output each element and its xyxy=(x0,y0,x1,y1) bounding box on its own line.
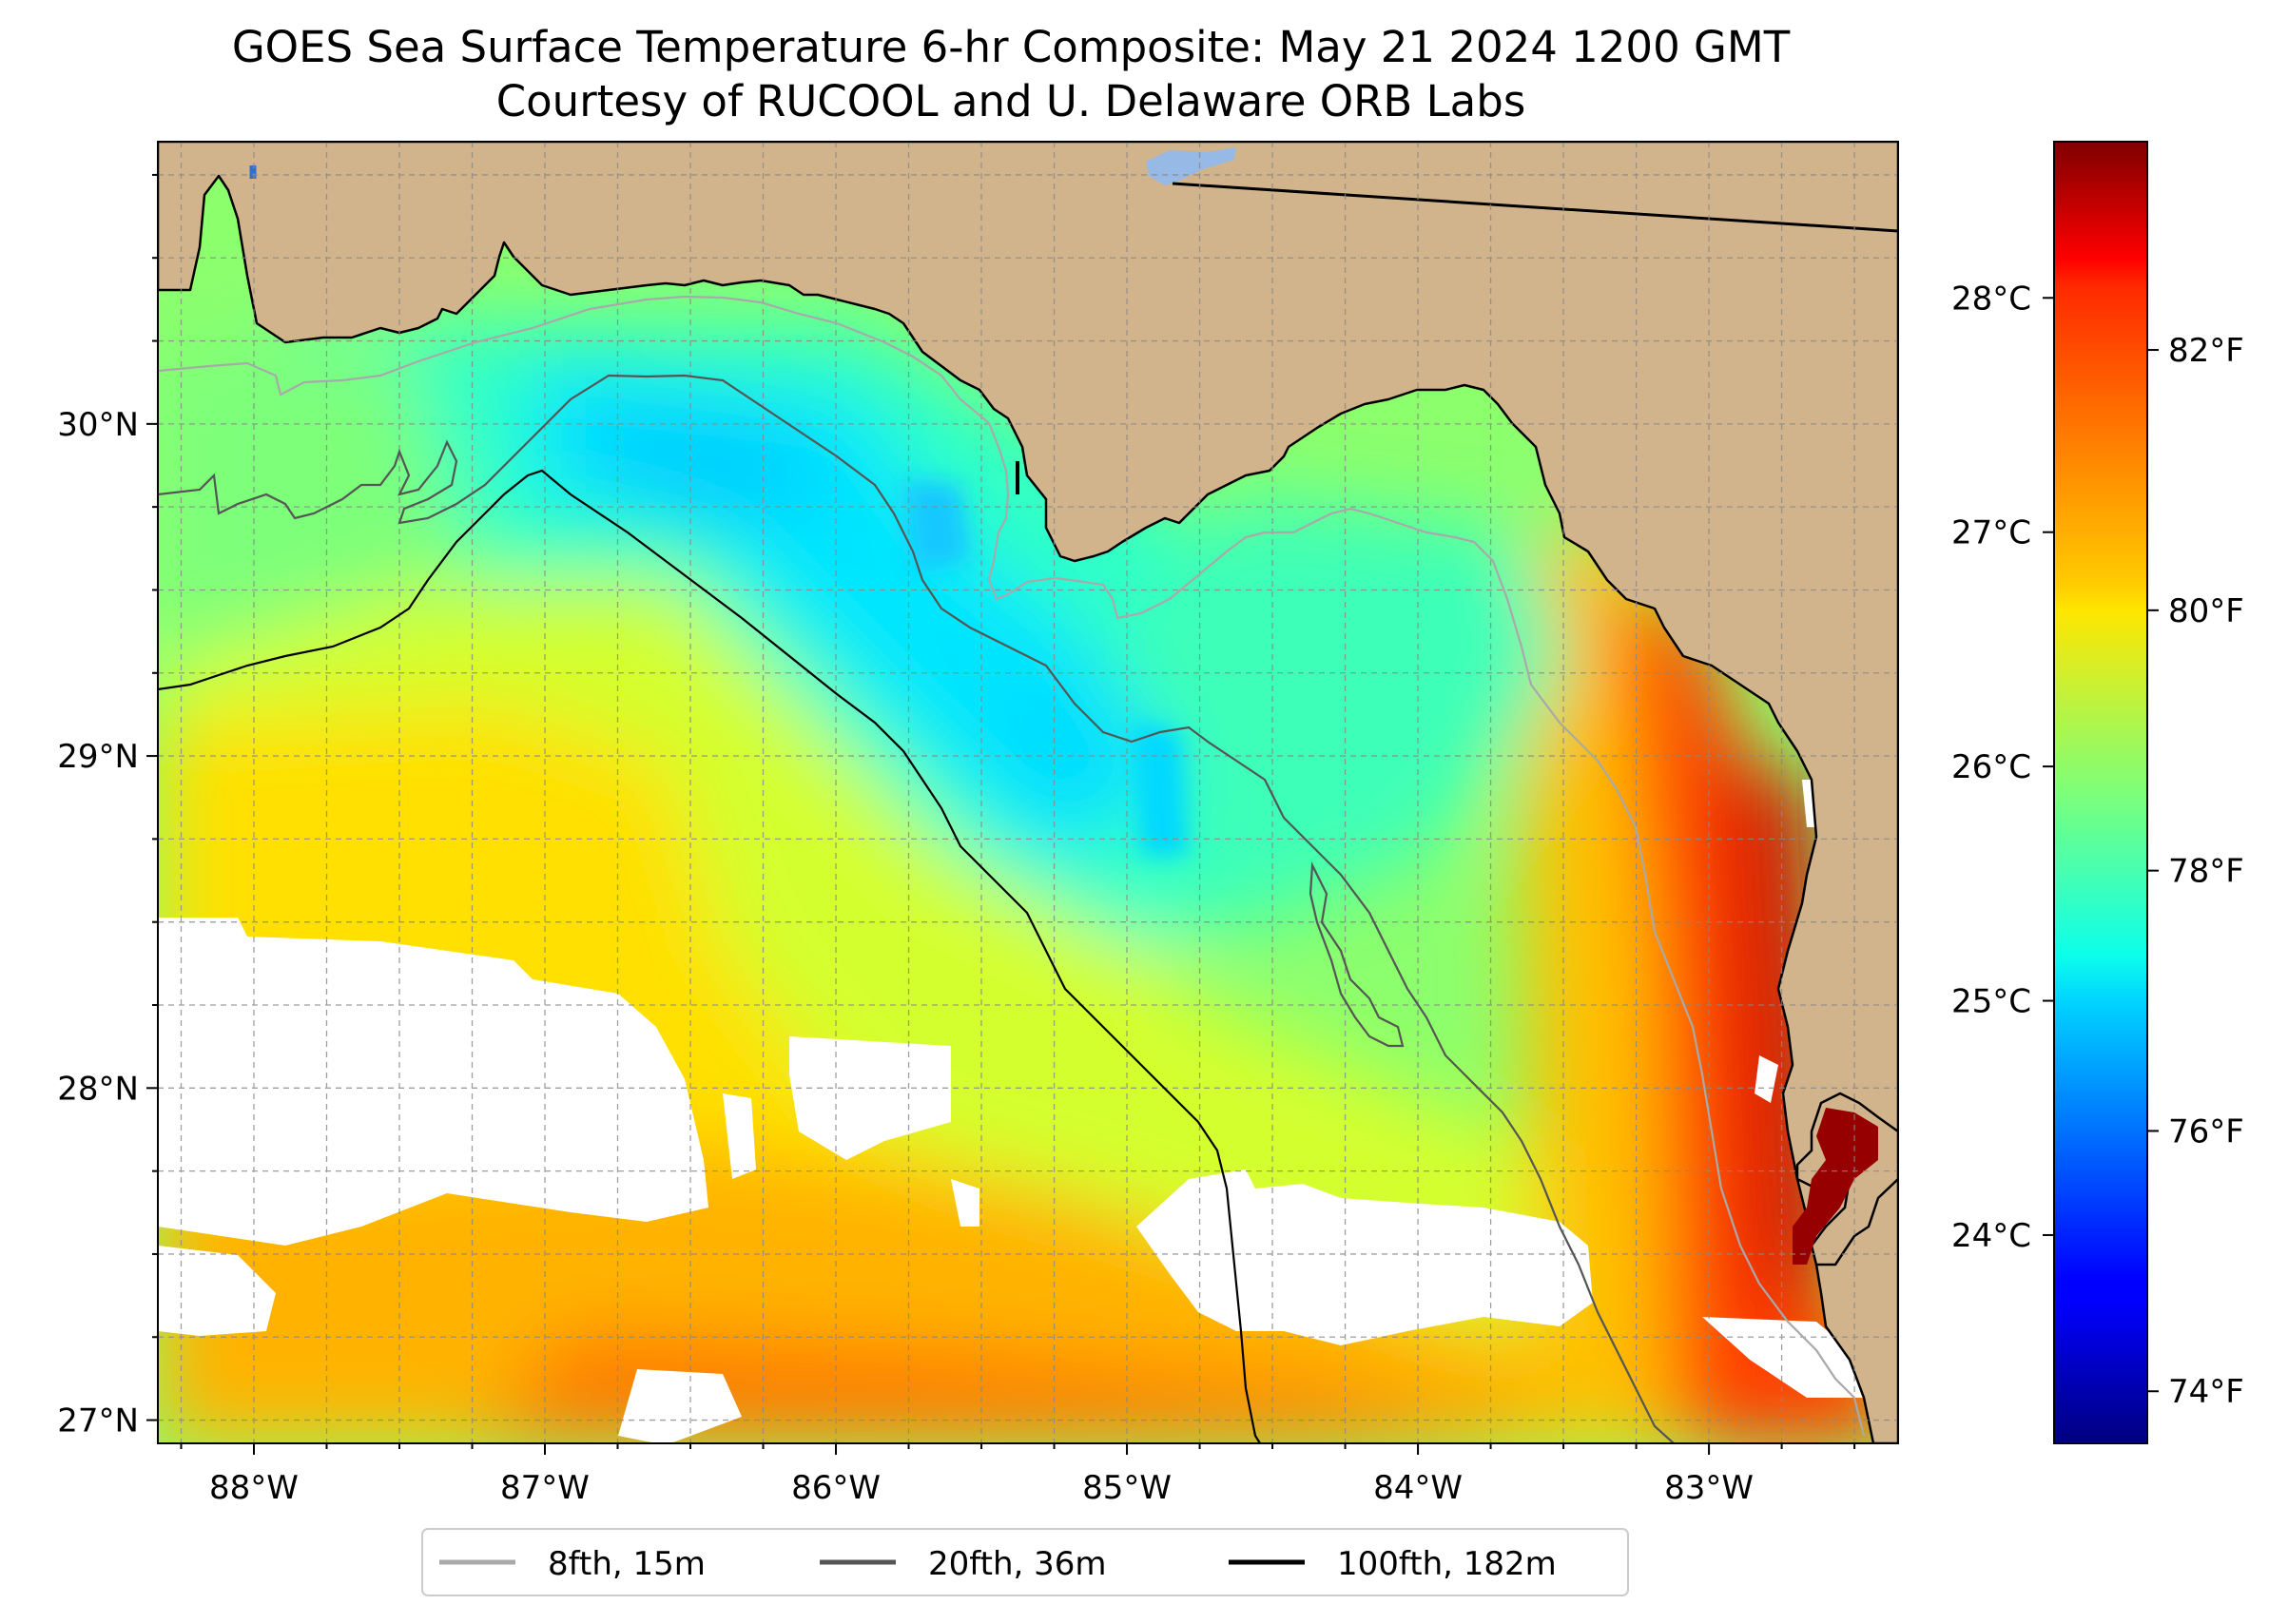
lon-tick-label: 83°W xyxy=(1664,1469,1754,1507)
land-northern xyxy=(158,142,1898,1443)
legend-item-8fth: 8fth, 15m xyxy=(439,1545,706,1583)
lon-tick-label: 85°W xyxy=(1082,1469,1172,1507)
map-ticks xyxy=(146,173,1856,1455)
isobath-20fth xyxy=(158,374,1675,1443)
isobath-8fth xyxy=(158,295,1866,1437)
colorbar-f-label: 76°F xyxy=(2168,1112,2244,1150)
colorbar-c-label: 28°C xyxy=(1951,280,2031,318)
legend-label-20fth: 20fth, 36m xyxy=(928,1545,1107,1583)
no-data-mask xyxy=(158,780,1878,1443)
tampa-bay-water xyxy=(1793,1108,1878,1265)
map-panel xyxy=(158,142,1898,1443)
latitude-labels: 27°N 28°N 29°N 30°N xyxy=(57,406,139,1440)
legend-label-100fth: 100fth, 182m xyxy=(1337,1545,1557,1583)
lon-tick-label: 84°W xyxy=(1373,1469,1463,1507)
legend: 8fth, 15m 20fth, 36m 100fth, 182m xyxy=(421,1528,1629,1596)
legend-item-20fth: 20fth, 36m xyxy=(820,1545,1107,1583)
lat-tick-label: 29°N xyxy=(57,738,139,776)
state-border xyxy=(1172,182,1898,233)
chart-subtitle: Courtesy of RUCOOL and U. Delaware ORB L… xyxy=(496,76,1526,126)
chart-title: GOES Sea Surface Temperature 6-hr Compos… xyxy=(232,22,1791,72)
legend-label-8fth: 8fth, 15m xyxy=(548,1545,706,1583)
lon-tick-label: 87°W xyxy=(500,1469,590,1507)
lat-tick-label: 28°N xyxy=(57,1070,139,1108)
longitude-labels: 88°W 87°W 86°W 85°W 84°W 83°W xyxy=(209,1469,1754,1507)
legend-item-100fth: 100fth, 182m xyxy=(1229,1545,1557,1583)
legend-box xyxy=(421,1528,1629,1596)
isobath-100fth xyxy=(158,469,1261,1443)
colorbar-celsius-ticks: 24°C 25°C 26°C 27°C 28°C xyxy=(1951,280,2054,1255)
colorbar-f-label: 74°F xyxy=(2168,1373,2244,1411)
lake xyxy=(1146,147,1236,185)
lat-tick-label: 30°N xyxy=(57,406,139,444)
lon-tick-label: 86°W xyxy=(791,1469,881,1507)
lon-tick-label: 88°W xyxy=(209,1469,299,1507)
colorbar-c-label: 25°C xyxy=(1951,983,2031,1021)
colorbar-gradient xyxy=(2053,141,2148,1444)
colorbar-f-label: 80°F xyxy=(2168,592,2244,630)
colorbar: 74°F 76°F 78°F 80°F 82°F 24°C 25°C 26°C 27°C 28°… xyxy=(1951,141,2244,1444)
lat-tick-label: 27°N xyxy=(57,1402,139,1440)
colorbar-fahrenheit-ticks: 74°F 76°F 78°F 80°F 82°F xyxy=(2147,332,2244,1411)
colorbar-f-label: 82°F xyxy=(2168,332,2244,370)
gridlines xyxy=(158,142,1898,1443)
colorbar-c-label: 24°C xyxy=(1951,1217,2031,1255)
colorbar-c-label: 27°C xyxy=(1951,514,2031,552)
map-frame xyxy=(157,141,1899,1444)
colorbar-c-label: 26°C xyxy=(1951,748,2031,786)
colorbar-f-label: 78°F xyxy=(2168,853,2244,891)
